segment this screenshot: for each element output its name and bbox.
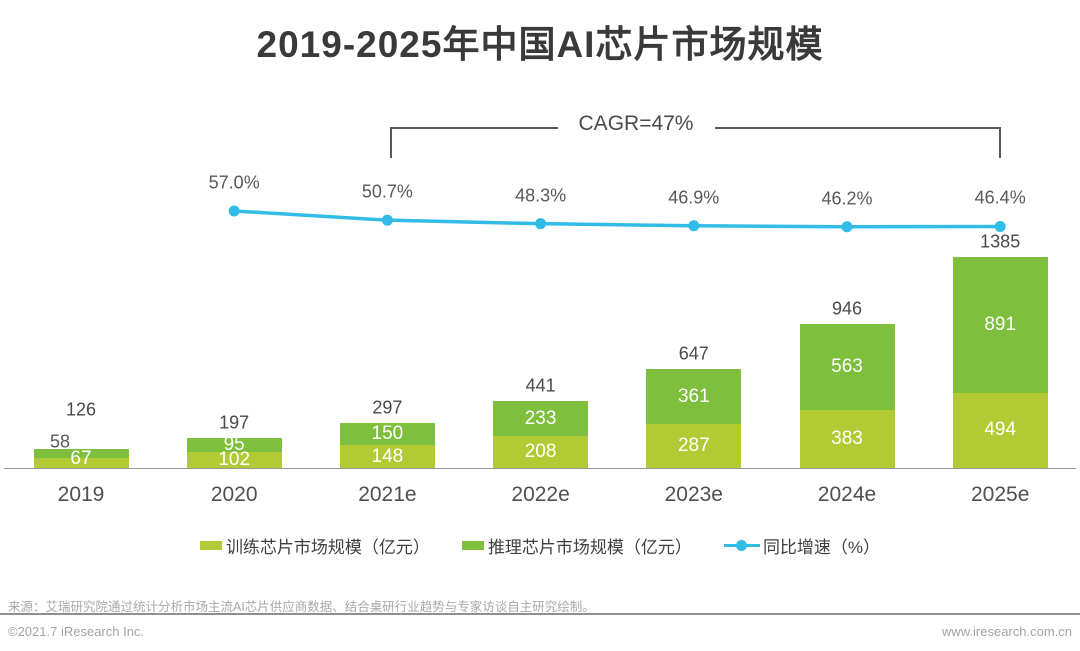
train-value-label: 102: [218, 449, 251, 471]
bar-segment-inference: [493, 400, 589, 437]
category-label: 2024e: [817, 483, 877, 506]
growth-rate-label: 57.0%: [208, 172, 260, 193]
total-value-label: 197: [219, 412, 250, 433]
growth-line-path: [234, 209, 1001, 229]
category-label: 2019: [57, 483, 105, 506]
train-value-label: 67: [70, 448, 92, 470]
bar-segment-inference: [33, 448, 129, 458]
growth-line-point: [535, 218, 547, 230]
bar-segment-inference: [799, 323, 895, 410]
growth-rate-label: 50.7%: [361, 181, 413, 202]
footer-website: www.iresearch.com.cn: [941, 624, 1072, 639]
total-value-label: 126: [65, 399, 97, 420]
growth-line-icon: [723, 539, 760, 552]
divider-line: [0, 613, 1080, 615]
inference-series-swatch-icon: [461, 541, 484, 550]
bar-segment-inference: [339, 422, 435, 446]
growth-line-point: [381, 214, 393, 226]
train-series-swatch-icon: [199, 541, 222, 550]
cagr-bracket-right: [715, 127, 1001, 158]
train-value-label: 494: [984, 419, 1017, 441]
inference-value-label: 891: [984, 313, 1017, 335]
inference-value-label: 95: [223, 434, 245, 456]
legend-label-inference: 推理芯片市场规模（亿元）: [487, 538, 692, 557]
train-value-label: 287: [677, 435, 710, 457]
total-value-label: 441: [525, 375, 556, 396]
source-note: 来源：艾瑞研究院通过统计分析市场主流AI芯片供应商数据、结合桌研行业趋势与专家访…: [8, 600, 595, 614]
total-value-label: 946: [831, 298, 863, 319]
legend-label-train: 训练芯片市场规模（亿元）: [225, 538, 430, 557]
footer-copyright: ©2021.7 iResearch Inc.: [8, 624, 145, 639]
bar-segment-train: [33, 457, 129, 468]
category-label: 2021e: [358, 483, 417, 506]
cagr-annotation: CAGR=47%: [578, 112, 694, 135]
total-value-label: 647: [678, 343, 709, 364]
legend-item-growth: 同比增速（%）: [723, 533, 881, 558]
chart-legend: 训练芯片市场规模（亿元） 推理芯片市场规模（亿元） 同比增速（%）: [0, 533, 1080, 558]
inference-value-label: 563: [831, 355, 863, 377]
growth-rate-label: 46.2%: [821, 188, 873, 209]
page-title: 2019-2025年中国AI芯片市场规模: [256, 24, 824, 65]
category-label: 2022e: [511, 483, 570, 506]
bar-segment-train: [646, 424, 742, 468]
growth-rate-label: 48.3%: [515, 185, 567, 206]
cagr-bracket-left: [390, 127, 558, 158]
growth-line-point: [841, 221, 853, 233]
growth-rate-label: 46.4%: [974, 187, 1026, 208]
bar-segment-train: [339, 445, 435, 468]
bar-segment-train: [186, 452, 282, 468]
growth-line-point: [688, 220, 700, 232]
growth-line-dot-icon: [735, 540, 747, 551]
category-label: 2023e: [664, 483, 723, 506]
legend-label-growth: 同比增速（%）: [762, 538, 881, 557]
train-value-label: 148: [371, 445, 404, 467]
bar-segment-train: [952, 392, 1048, 468]
category-label: 2020: [210, 483, 258, 506]
total-value-label: 1385: [980, 231, 1021, 252]
train-value-label: 383: [831, 427, 863, 449]
x-axis-line: [4, 468, 1076, 469]
legend-item-train: 训练芯片市场规模（亿元）: [199, 533, 430, 558]
bar-segment-inference: [952, 256, 1048, 393]
inference-value-label: 361: [677, 385, 710, 407]
growth-rate-label: 46.9%: [668, 187, 720, 208]
inference-value-label: 150: [371, 422, 404, 444]
inference-value-label: 58: [49, 431, 71, 452]
category-label: 2025e: [970, 483, 1030, 506]
inference-value-label: 233: [524, 407, 557, 429]
train-value-label: 208: [524, 441, 557, 463]
bar-segment-inference: [186, 437, 282, 453]
bar-segment-inference: [646, 369, 742, 425]
bar-segment-train: [493, 436, 589, 468]
growth-line-point: [228, 205, 240, 217]
bar-segment-train: [799, 409, 895, 468]
total-value-label: 297: [372, 397, 403, 418]
legend-item-inference: 推理芯片市场规模（亿元）: [461, 533, 692, 558]
